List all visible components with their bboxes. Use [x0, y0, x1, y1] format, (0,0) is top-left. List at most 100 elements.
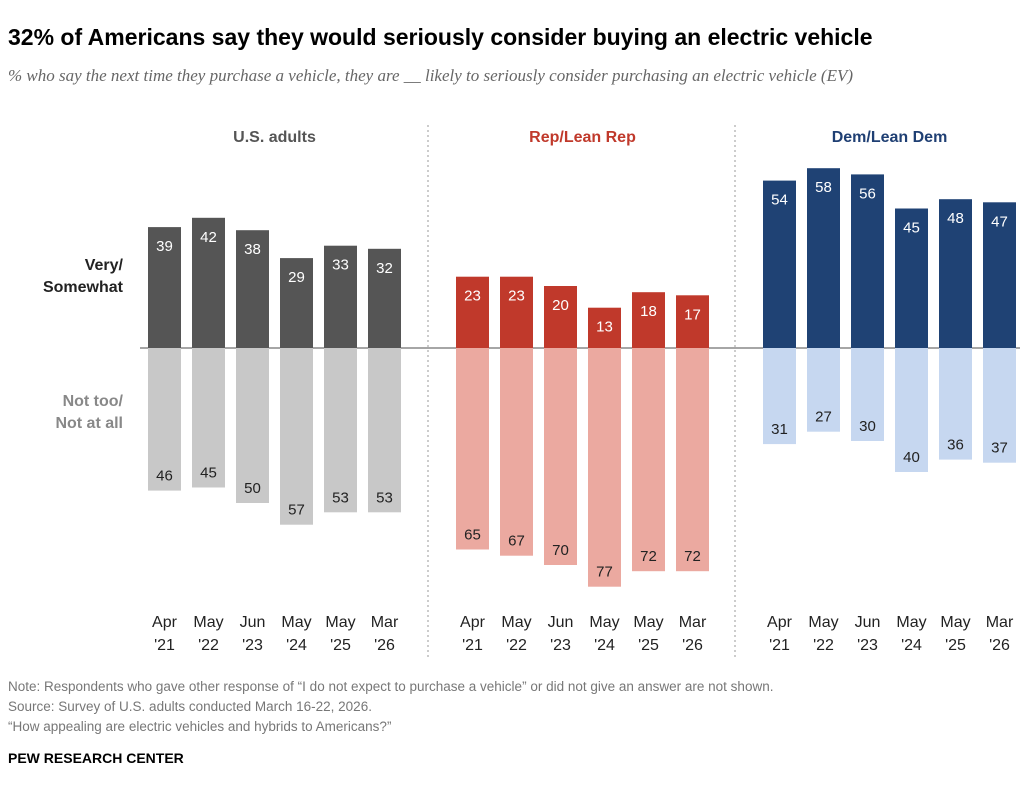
- data-label-positive: 23: [464, 288, 481, 305]
- data-label-negative: 37: [991, 440, 1008, 457]
- data-label-negative: 31: [771, 421, 788, 438]
- data-label-positive: 32: [376, 260, 393, 277]
- data-label-negative: 40: [903, 449, 920, 466]
- data-label-negative: 30: [859, 418, 876, 435]
- x-tick-label: May: [808, 614, 838, 631]
- bar-positive: [324, 245, 357, 348]
- data-label-negative: 46: [156, 468, 173, 485]
- report-title: “How appealing are electric vehicles and…: [8, 719, 392, 734]
- x-tick-label: '21: [769, 637, 790, 654]
- data-label-negative: 70: [552, 542, 569, 559]
- x-tick-label: '22: [813, 637, 834, 654]
- bar-positive: [236, 230, 269, 348]
- notes: Note: Respondents who gave other respons…: [8, 677, 773, 737]
- data-label-negative: 50: [244, 480, 261, 497]
- x-tick-label: '24: [286, 637, 307, 654]
- x-tick-label: Jun: [548, 614, 574, 631]
- bar-negative: [763, 348, 796, 445]
- group-title: Dem/Lean Dem: [832, 129, 948, 146]
- data-label-positive: 39: [156, 238, 173, 255]
- row-label-positive: Somewhat: [43, 279, 124, 296]
- data-label-negative: 72: [684, 548, 701, 565]
- data-label-positive: 56: [859, 185, 876, 202]
- x-tick-label: May: [501, 614, 531, 631]
- data-label-positive: 29: [288, 269, 305, 286]
- x-tick-label: '26: [682, 637, 703, 654]
- data-label-negative: 53: [376, 489, 393, 506]
- bar-negative: [280, 348, 313, 525]
- data-label-negative: 77: [596, 564, 613, 581]
- data-label-negative: 45: [200, 465, 217, 482]
- x-tick-label: May: [193, 614, 223, 631]
- bar-negative: [588, 348, 621, 587]
- bar-positive: [983, 202, 1016, 348]
- bar-negative: [544, 348, 577, 565]
- bar-positive: [763, 180, 796, 348]
- note-text: Note: Respondents who gave other respons…: [8, 679, 774, 694]
- row-label-negative: Not too/: [63, 393, 124, 410]
- bar-negative: [983, 348, 1016, 463]
- group-title: Rep/Lean Rep: [529, 129, 636, 146]
- bar-positive: [895, 208, 928, 348]
- bar-positive: [456, 276, 489, 348]
- data-label-negative: 27: [815, 409, 832, 426]
- x-tick-label: '26: [989, 637, 1010, 654]
- row-label-positive: Very/: [85, 257, 124, 274]
- bar-positive: [851, 174, 884, 348]
- x-tick-label: '26: [374, 637, 395, 654]
- chart-title: 32% of Americans say they would seriousl…: [8, 24, 873, 50]
- data-label-positive: 33: [332, 257, 349, 274]
- bar-negative: [456, 348, 489, 550]
- data-label-positive: 17: [684, 306, 701, 323]
- x-tick-label: '21: [462, 637, 483, 654]
- data-label-positive: 54: [771, 192, 788, 209]
- bar-positive: [500, 276, 533, 348]
- x-tick-label: '23: [242, 637, 263, 654]
- data-label-positive: 13: [596, 319, 613, 336]
- x-tick-label: Jun: [855, 614, 881, 631]
- x-tick-label: '21: [154, 637, 175, 654]
- data-label-negative: 67: [508, 533, 525, 550]
- data-label-positive: 18: [640, 303, 657, 320]
- bar-positive: [280, 258, 313, 348]
- data-label-negative: 53: [332, 489, 349, 506]
- x-tick-label: '22: [198, 637, 219, 654]
- source-text: Source: Survey of U.S. adults conducted …: [8, 699, 372, 714]
- bar-negative: [500, 348, 533, 556]
- brand-logo: PEW RESEARCH CENTER: [8, 750, 184, 766]
- bar-negative: [148, 348, 181, 491]
- bar-positive: [368, 248, 401, 348]
- x-tick-label: Jun: [240, 614, 266, 631]
- data-label-negative: 65: [464, 527, 481, 544]
- x-tick-label: Mar: [679, 614, 707, 631]
- bar-positive: [939, 199, 972, 348]
- data-label-positive: 58: [815, 179, 832, 196]
- data-label-positive: 47: [991, 213, 1008, 230]
- row-label-negative: Not at all: [55, 415, 123, 432]
- data-label-negative: 72: [640, 548, 657, 565]
- bar-negative: [851, 348, 884, 441]
- bar-negative: [632, 348, 665, 572]
- x-tick-label: Apr: [767, 614, 793, 631]
- x-tick-label: May: [633, 614, 663, 631]
- x-tick-label: '22: [506, 637, 527, 654]
- data-label-negative: 36: [947, 437, 964, 454]
- bar-positive: [676, 295, 709, 348]
- data-label-negative: 57: [288, 502, 305, 519]
- x-tick-label: May: [589, 614, 619, 631]
- data-label-positive: 48: [947, 210, 964, 227]
- data-label-positive: 23: [508, 288, 525, 305]
- chart-subtitle: % who say the next time they purchase a …: [8, 66, 854, 85]
- bar-positive: [588, 307, 621, 348]
- data-label-positive: 45: [903, 220, 920, 237]
- data-label-positive: 20: [552, 297, 569, 314]
- x-tick-label: May: [325, 614, 355, 631]
- bar-positive: [632, 292, 665, 348]
- x-tick-label: '25: [945, 637, 966, 654]
- x-tick-label: '25: [638, 637, 659, 654]
- x-tick-label: '24: [901, 637, 922, 654]
- bar-positive: [192, 217, 225, 348]
- bar-negative: [895, 348, 928, 472]
- data-label-positive: 38: [244, 241, 261, 258]
